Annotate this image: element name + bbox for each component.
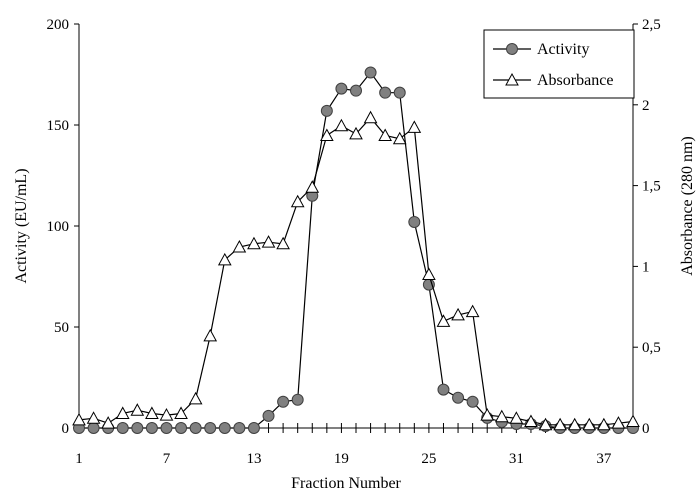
point-absorbance [553,417,567,431]
tick-labels: 1 7 13 19 25 31 37 0 50 100 150 200 0 0,5 1 1,5 2 2,5 [47,17,661,467]
point-absorbance [203,328,218,342]
y-axis-title: Activity (EU/mL) [13,168,30,283]
point-absorbance [174,406,188,419]
x-tick-label: 37 [596,451,612,467]
point-activity [87,422,100,434]
point-absorbance [145,406,159,419]
point-activity [247,422,260,434]
point-absorbance [101,416,116,429]
point-absorbance [582,417,597,431]
point-absorbance [290,194,305,208]
legend-box [483,29,635,99]
point-absorbance [611,416,626,429]
point-absorbance [626,414,640,428]
point-absorbance [538,417,553,431]
legend-marker-activity [506,43,518,55]
y2-tick-label: 1,5 [642,179,661,195]
point-activity [218,422,231,434]
point-activity [175,422,188,434]
y-tick-label: 100 [47,219,70,235]
point-absorbance [465,304,480,318]
point-activity [335,82,348,95]
y-tick-label: 50 [54,320,69,336]
series-line-absorbance [78,116,634,426]
point-activity [116,422,129,434]
point-absorbance [319,128,334,142]
point-absorbance [130,403,145,416]
point-activity [379,86,392,99]
point-activity [291,393,304,406]
y2-tick-label: 0,5 [642,340,661,356]
point-activity [189,422,202,434]
point-absorbance [217,252,232,266]
point-absorbance [494,409,509,423]
point-absorbance [232,239,247,253]
point-absorbance [72,412,86,426]
point-absorbance [349,126,363,140]
x-tick-label: 25 [421,451,436,467]
point-absorbance [115,406,130,419]
point-absorbance [407,120,422,133]
x-tick-label: 31 [509,451,524,467]
point-absorbance [567,417,582,431]
point-absorbance [436,314,451,327]
y2-axis-title: Absorbance (280 nm) [679,136,696,276]
y2-tick-label: 2,5 [642,17,661,33]
point-activity [131,422,144,434]
point-absorbance [422,267,436,280]
point-absorbance [334,118,349,132]
point-absorbance [378,128,393,142]
legend-marker-absorbance [505,72,519,86]
y2-tick-label: 0 [642,421,650,437]
point-activity [350,84,362,97]
point-activity [277,395,290,408]
y-tick-label: 150 [47,118,70,134]
series-layer [72,66,640,434]
series-line-activity [79,71,633,429]
x-tick-label: 1 [75,451,83,467]
point-activity [408,215,421,228]
legend-label-absorbance: Absorbance [537,72,613,89]
point-activity [320,104,333,117]
point-absorbance [159,408,174,421]
point-activity [364,66,377,79]
point-activity [204,422,217,434]
point-absorbance [363,110,378,124]
point-absorbance [188,391,203,405]
point-activity [233,422,246,434]
point-absorbance [451,307,465,321]
legend: Activity Absorbance [483,29,635,99]
point-absorbance [524,414,538,428]
point-absorbance [305,180,320,193]
point-absorbance [509,411,524,424]
point-activity [452,391,465,404]
point-absorbance [480,408,495,421]
point-absorbance [392,131,407,145]
x-tick-label: 7 [163,451,171,467]
x-axis-title: Fraction Number [291,475,401,492]
point-absorbance [247,236,261,250]
point-absorbance [86,411,101,424]
point-activity [262,409,275,422]
point-absorbance [261,235,276,248]
point-activity [437,383,450,396]
point-activity [160,422,173,434]
y-tick-label: 0 [62,421,70,437]
point-activity [393,86,406,99]
x-tick-label: 13 [246,451,261,467]
y-tick-label: 200 [47,17,70,33]
y2-tick-label: 2 [642,98,650,114]
point-activity [145,422,158,434]
y2-tick-label: 1 [642,259,650,275]
x-tick-label: 19 [334,451,349,467]
point-absorbance [596,417,611,431]
point-absorbance [276,236,290,250]
legend-label-activity: Activity [537,41,589,58]
point-activity [466,395,479,408]
